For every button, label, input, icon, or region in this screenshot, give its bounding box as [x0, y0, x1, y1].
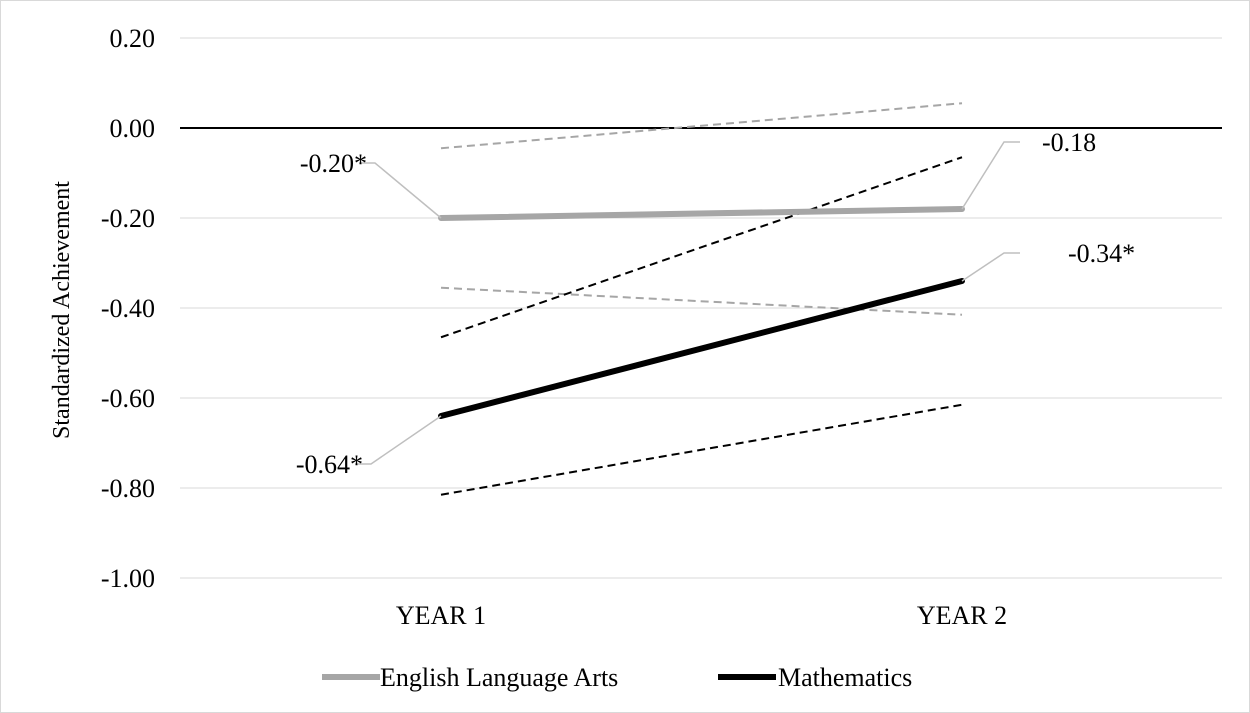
ci-line: [440, 102, 963, 150]
gridlines: [180, 37, 1222, 579]
series-line: [438, 206, 965, 221]
series-line: [438, 278, 965, 419]
data-label: -0.18: [1042, 128, 1096, 157]
ci-line: [440, 403, 963, 496]
data-label: -0.64*: [296, 450, 363, 479]
ci-line: [440, 286, 963, 316]
leader-line: [359, 162, 442, 219]
leader-line: [355, 415, 442, 465]
leader-line: [961, 141, 1020, 210]
legend: English Language Arts Mathematics: [322, 663, 912, 692]
y-axis-tick-labels: 0.20 0.00 -0.20 -0.40 -0.60 -0.80 -1.00: [101, 24, 155, 593]
x-tick-label: YEAR 2: [917, 601, 1007, 630]
series-lines: [438, 206, 965, 419]
legend-label: Mathematics: [778, 663, 912, 692]
y-tick-label: -0.60: [101, 384, 155, 413]
x-tick-label: YEAR 1: [396, 601, 486, 630]
confidence-interval-lines: [440, 102, 963, 496]
leader-line: [961, 252, 1020, 282]
ci-line: [440, 156, 963, 339]
y-tick-label: -0.40: [101, 294, 155, 323]
data-labels: -0.20* -0.18 -0.64* -0.34*: [296, 128, 1135, 479]
y-tick-label: 0.00: [110, 114, 156, 143]
x-axis-tick-labels: YEAR 1 YEAR 2: [396, 601, 1007, 630]
legend-label: English Language Arts: [380, 663, 618, 692]
y-tick-label: -0.80: [101, 474, 155, 503]
y-tick-label: -1.00: [101, 564, 155, 593]
y-axis-title: Standardized Achievement: [49, 181, 75, 439]
y-tick-label: 0.20: [110, 24, 156, 53]
data-label: -0.34*: [1068, 239, 1135, 268]
y-tick-label: -0.20: [101, 204, 155, 233]
data-label-leader-lines: [355, 141, 1020, 465]
data-label: -0.20*: [300, 149, 367, 178]
